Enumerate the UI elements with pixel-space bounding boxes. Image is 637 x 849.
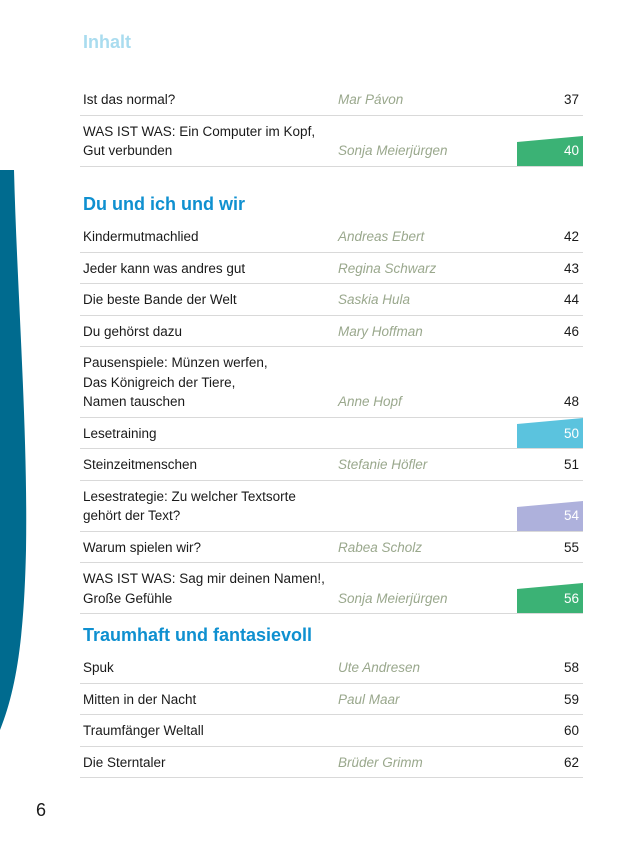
- toc-entry-page: 60: [563, 723, 579, 738]
- toc-entry-title: Ist das normal?: [83, 92, 176, 107]
- toc-entry-page: 51: [563, 457, 579, 472]
- toc-entry: Mitten in der Nacht Paul Maar 59: [80, 684, 583, 715]
- toc-entry-page: 44: [563, 292, 579, 307]
- toc-entry-page: 59: [563, 691, 579, 707]
- toc-entry-title: Jeder kann was andres gut: [83, 260, 246, 276]
- section-heading-inhalt: Inhalt: [83, 32, 131, 52]
- chapter-color-tab: [517, 583, 583, 613]
- side-decoration-bar: [0, 170, 27, 730]
- toc-entry-page: 54: [563, 508, 579, 523]
- chapter-color-tab: [517, 500, 583, 531]
- toc-entry: Die Sterntaler Brüder Grimm 62: [80, 747, 583, 778]
- toc-entry: Pausenspiele: Münzen werfen, Das Königre…: [80, 347, 583, 418]
- chapter-color-tab: [517, 135, 583, 166]
- toc-entry-page: 48: [563, 394, 579, 409]
- toc-entry-author: Anne Hopf: [338, 394, 402, 409]
- toc-entry: Steinzeitmenschen Stefanie Höfler 51: [80, 449, 583, 481]
- toc-entry-page: 56: [563, 590, 579, 606]
- page-number: 6: [36, 800, 47, 820]
- toc-entry: Jeder kann was andres gut Regina Schwarz 4…: [80, 253, 583, 284]
- section-heading-du-und-ich-und-wir: Du und ich und wir: [83, 194, 245, 214]
- toc-entry: Traumfänger Weltall 60: [80, 715, 583, 747]
- section-rows-du-und-ich-und-wir: Kindermutmachlied Andreas Ebert 42 Jeder ka…: [80, 221, 583, 614]
- toc-entry-author: Saskia Hula: [338, 292, 411, 307]
- toc-entry-page: 40: [563, 143, 579, 158]
- toc-entry-title: Mitten in der Nacht: [83, 691, 197, 707]
- toc-entry-title: Lesestrategie: Zu welcher Textsorte gehö…: [83, 488, 296, 524]
- toc-entry-author: Paul Maar: [338, 691, 400, 707]
- section-rows-traumhaft-und-fantasievoll: Spuk Ute Andresen 58 Mitten in der Nacht Pau…: [80, 652, 583, 778]
- toc-entry-title: Kindermutmachlied: [83, 229, 199, 244]
- toc-entry-author: Rabea Scholz: [338, 539, 423, 555]
- toc-entry-author: Regina Schwarz: [338, 260, 437, 276]
- chapter-color-tab: [517, 418, 583, 448]
- toc-entry-title: WAS IST WAS: Ein Computer im Kopf, Gut v…: [83, 123, 316, 159]
- toc-entry: Die beste Bande der Welt Saskia Hula 44: [80, 284, 583, 316]
- toc-entry-page: 46: [563, 323, 579, 339]
- toc-entry-title: Die Sterntaler: [83, 754, 166, 770]
- toc-entry-page: 55: [563, 539, 579, 555]
- toc-entry-page: 62: [563, 754, 579, 770]
- toc-entry-title: Die beste Bande der Welt: [83, 292, 237, 307]
- toc-entry-title: WAS IST WAS: Sag mir deinen Namen!, Groß…: [83, 571, 325, 606]
- toc-entry-author: Sonja Meierjürgen: [338, 590, 448, 606]
- toc-entry-title: Pausenspiele: Münzen werfen, Das Königre…: [83, 355, 268, 409]
- toc-entry-page: 43: [563, 260, 579, 276]
- toc-entry: WAS IST WAS: Ein Computer im Kopf, Gut v…: [80, 116, 583, 167]
- toc-entry-author: Brüder Grimm: [338, 754, 423, 770]
- section-heading-traumhaft-und-fantasievoll: Traumhaft und fantasievoll: [83, 625, 313, 645]
- toc-entry: Warum spielen wir? Rabea Scholz 55: [80, 532, 583, 563]
- toc-entry-page: 50: [563, 425, 579, 441]
- toc-entry-title: Traumfänger Weltall: [83, 723, 204, 738]
- toc-entry-title: Lesetraining: [83, 425, 157, 441]
- toc-entry-author: Mar Pávon: [338, 92, 404, 107]
- toc-entry-page: 42: [563, 229, 579, 244]
- toc-entry-author: Stefanie Höfler: [338, 457, 428, 472]
- toc-entry-title: Du gehörst dazu: [83, 323, 183, 339]
- toc-entry-author: Ute Andresen: [338, 660, 421, 675]
- toc-entry: Spuk Ute Andresen 58: [80, 652, 583, 684]
- toc-entry-author: Mary Hoffman: [338, 323, 423, 339]
- toc-entry: Lesetraining 50: [80, 418, 583, 449]
- toc-entry-page: 58: [563, 660, 579, 675]
- toc-entry-author: Andreas Ebert: [338, 229, 425, 244]
- toc-entry: Du gehörst dazu Mary Hoffman 46: [80, 316, 583, 347]
- toc-entry: Lesestrategie: Zu welcher Textsorte gehö…: [80, 481, 583, 532]
- toc-entry-title: Warum spielen wir?: [83, 539, 202, 555]
- toc-entry: WAS IST WAS: Sag mir deinen Namen!, Groß…: [80, 563, 583, 614]
- toc-entry: Ist das normal? Mar Pávon 37: [80, 84, 583, 116]
- toc-entry-title: Steinzeitmenschen: [83, 457, 198, 472]
- toc-entry-page: 37: [563, 92, 579, 107]
- toc-entry-title: Spuk: [83, 660, 114, 675]
- toc-entry: Kindermutmachlied Andreas Ebert 42: [80, 221, 583, 253]
- section-rows-inhalt: Ist das normal? Mar Pávon 37 WAS IST WAS: E…: [80, 84, 583, 167]
- toc-entry-author: Sonja Meierjürgen: [338, 143, 448, 158]
